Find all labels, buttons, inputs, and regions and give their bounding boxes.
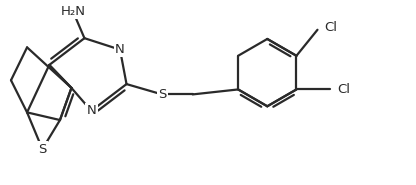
Text: S: S [158, 88, 166, 101]
Text: Cl: Cl [324, 21, 337, 34]
Text: Cl: Cl [337, 83, 350, 96]
Text: N: N [87, 104, 96, 117]
Text: H₂N: H₂N [60, 5, 85, 18]
Text: N: N [115, 43, 125, 56]
Text: S: S [38, 143, 47, 156]
